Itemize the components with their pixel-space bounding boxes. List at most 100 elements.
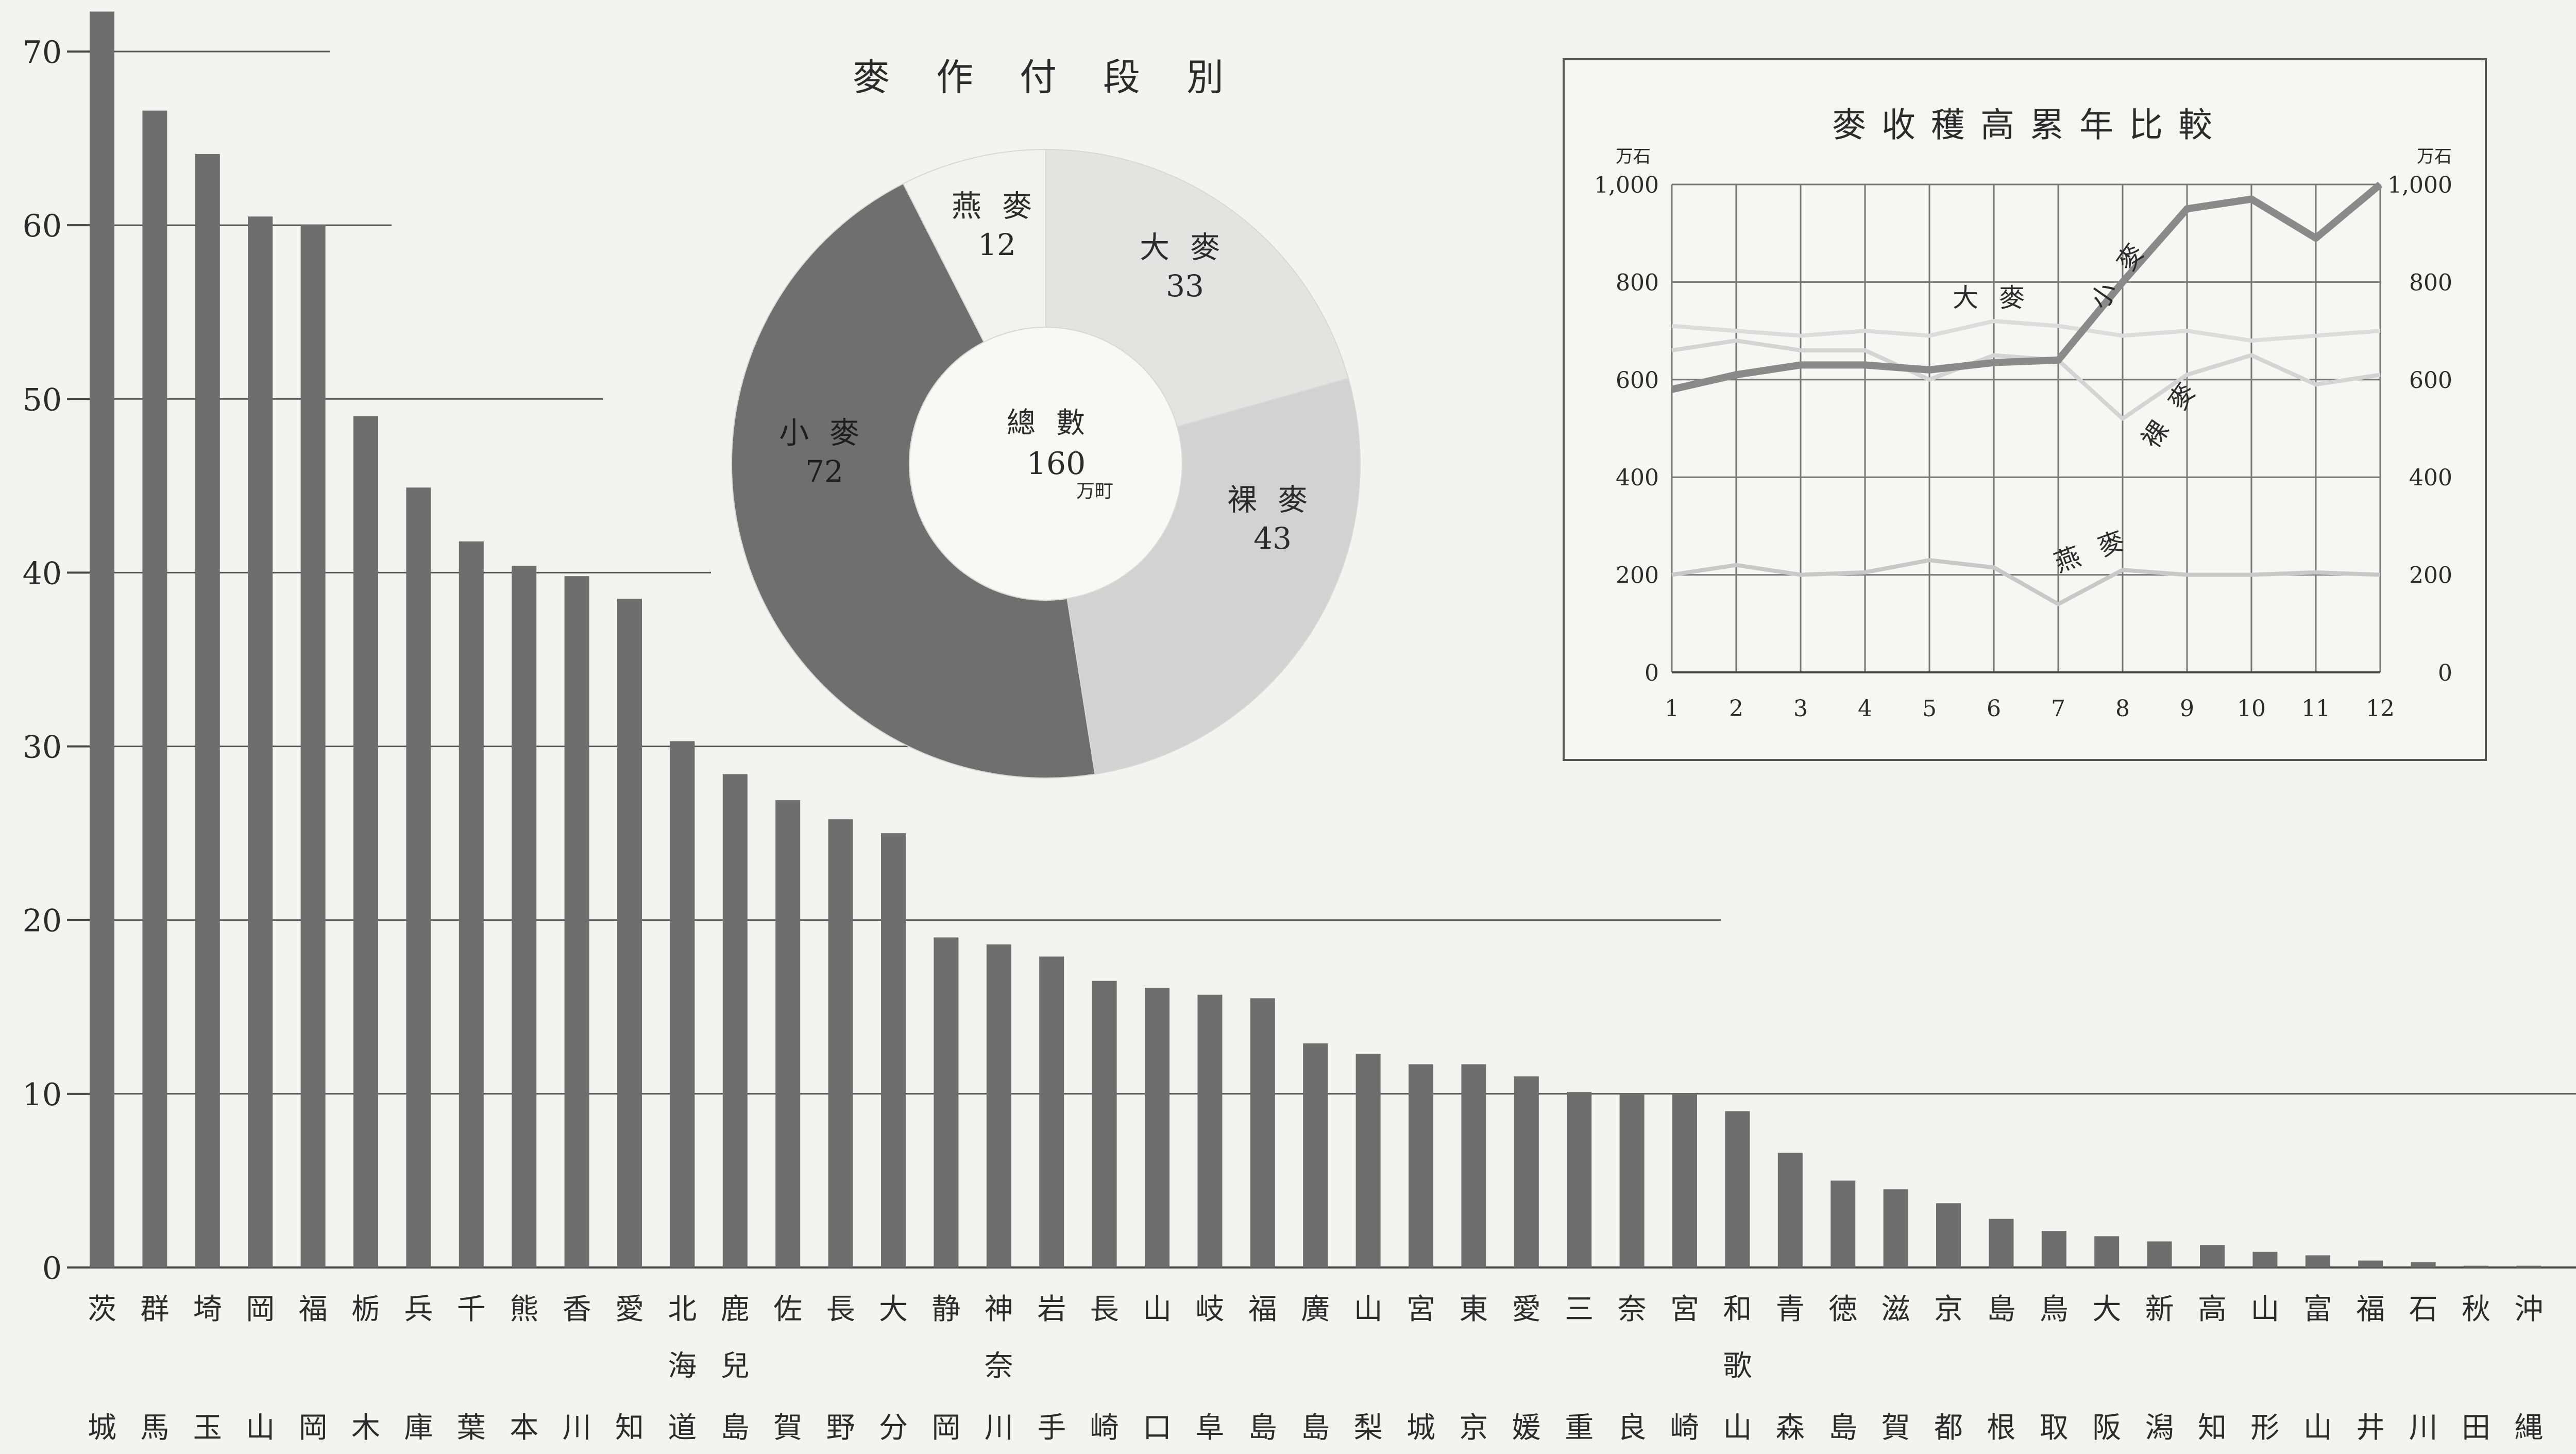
category-label: 熊: [510, 1293, 538, 1326]
bar: [881, 833, 906, 1267]
bar: [1831, 1180, 1856, 1267]
x-tick-label: 4: [1858, 696, 1872, 722]
category-label: 大: [879, 1293, 908, 1326]
bar: [2516, 1265, 2541, 1267]
donut-slice: [1066, 378, 1361, 775]
category-label: 鹿: [721, 1293, 750, 1326]
category-label: 川: [2409, 1411, 2438, 1445]
bar: [775, 800, 801, 1267]
category-label: 森: [1776, 1411, 1805, 1445]
bar: [512, 565, 537, 1267]
donut-slice-label: 大麥: [1140, 230, 1241, 265]
y-tick-label: 60: [23, 208, 62, 244]
bar: [1672, 1093, 1697, 1267]
x-tick-label: 7: [2051, 696, 2065, 722]
category-label: 山: [1354, 1293, 1383, 1326]
category-label: 群: [140, 1293, 169, 1326]
series-line: [1671, 319, 2381, 343]
category-label: 本: [510, 1411, 538, 1445]
category-label: 島: [1301, 1411, 1330, 1445]
unit-label-right: 万石: [2417, 146, 2452, 167]
bar: [1303, 1043, 1328, 1267]
x-tick-label: 1: [1665, 696, 1679, 722]
bar: [195, 154, 220, 1267]
unit-label-left: 万石: [1616, 146, 1651, 167]
line-chart-title: 麥收穫高累年比較: [1832, 105, 2228, 145]
bar: [564, 576, 589, 1267]
y-tick-label-right: 0: [2438, 660, 2452, 686]
bar: [2147, 1241, 2172, 1267]
y-tick-label-left: 200: [1616, 563, 1659, 589]
category-label: 鳥: [2040, 1293, 2069, 1326]
category-label: 神: [985, 1293, 1013, 1326]
category-label: 兵: [404, 1293, 433, 1326]
donut-slice-value: 72: [805, 454, 843, 489]
category-label: 知: [2198, 1411, 2227, 1445]
category-label: 山: [1723, 1411, 1752, 1445]
donut-center-label: 總數: [1007, 407, 1106, 440]
category-label: 形: [2250, 1411, 2279, 1445]
category-label: 新: [2145, 1293, 2174, 1326]
donut-slice-label: 裸麥: [1227, 482, 1328, 517]
x-tick-label: 3: [1793, 696, 1808, 722]
category-label: 庫: [404, 1411, 433, 1445]
category-label: 秋: [2462, 1293, 2490, 1326]
y-tick-label: 10: [23, 1077, 62, 1113]
category-label: 滋: [1882, 1293, 1910, 1326]
series-line: [1671, 181, 2383, 393]
category-label: 石: [2409, 1293, 2438, 1326]
donut-slice-value: 33: [1166, 268, 1204, 303]
y-tick-label-right: 400: [2409, 465, 2452, 491]
category-label: 崎: [1670, 1411, 1699, 1445]
category-label: 京: [1934, 1293, 1963, 1326]
category-label: 和: [1723, 1293, 1752, 1326]
category-label: 川: [563, 1411, 591, 1445]
bar: [1777, 1153, 1803, 1267]
category-label: 根: [1987, 1411, 2015, 1445]
donut-title: 麥作付段別: [853, 56, 1270, 99]
bar: [1039, 956, 1064, 1267]
bar: [1725, 1111, 1750, 1267]
category-label: 潟: [2145, 1411, 2174, 1445]
category-label: 香: [563, 1293, 591, 1326]
x-tick-label: 6: [1987, 696, 2001, 722]
category-label: 田: [2462, 1411, 2490, 1445]
category-label: 城: [1406, 1411, 1435, 1445]
bar: [2305, 1255, 2330, 1267]
category-label: 取: [2040, 1411, 2069, 1445]
category-label: 馬: [140, 1411, 169, 1445]
category-label: 佐: [773, 1293, 802, 1326]
y-tick-label-left: 800: [1616, 269, 1659, 296]
category-label: 都: [1934, 1411, 1963, 1445]
category-label: 賀: [1882, 1411, 1910, 1445]
bar: [353, 416, 378, 1267]
bar: [1145, 988, 1170, 1267]
x-tick-label: 10: [2237, 696, 2266, 722]
bar: [248, 216, 273, 1268]
donut-slice-label: 燕麥: [952, 189, 1053, 224]
category-label: 埼: [193, 1293, 222, 1326]
bar: [459, 541, 484, 1267]
category-label: 媛: [1512, 1411, 1541, 1445]
category-label: 玉: [193, 1411, 222, 1445]
category-label: 大: [2092, 1293, 2121, 1326]
category-label: 手: [1037, 1411, 1066, 1445]
bar: [828, 819, 853, 1267]
donut-hole: [910, 328, 1181, 599]
category-label: 長: [826, 1293, 855, 1326]
category-label: 栃: [351, 1293, 380, 1326]
category-label: 長: [1090, 1293, 1119, 1326]
bar: [1409, 1064, 1433, 1267]
y-tick-label: 40: [23, 555, 62, 591]
bar: [1092, 980, 1117, 1267]
category-label: 三: [1565, 1293, 1594, 1326]
category-label: 奈: [1618, 1293, 1647, 1326]
category-label: 青: [1776, 1293, 1805, 1326]
category-label: 川: [985, 1411, 1013, 1445]
bar: [406, 487, 431, 1268]
y-tick-label-right: 200: [2409, 563, 2452, 589]
x-tick-label: 2: [1729, 696, 1743, 722]
category-label: 山: [246, 1411, 275, 1445]
harvest-line-chart: 麥收穫高累年比較 0 0 200 200 400 400 600 600 800 800 1,000 1…: [1563, 58, 2487, 761]
